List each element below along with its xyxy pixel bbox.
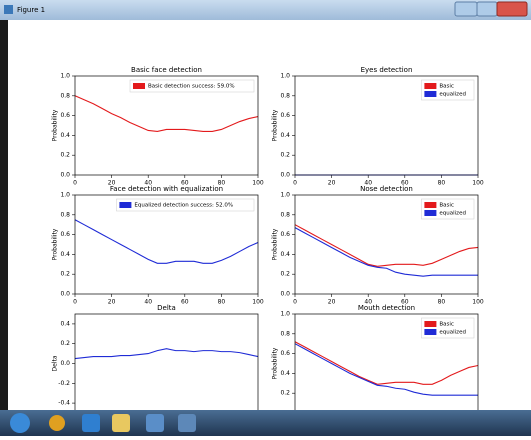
y-tick-label: 0.8	[280, 92, 290, 99]
taskbar-icon[interactable]	[146, 414, 164, 432]
x-tick-label: 100	[252, 299, 264, 306]
y-axis-label: Probability	[272, 347, 279, 379]
y-tick-label: 1.0	[280, 311, 290, 318]
legend-label: Equalized detection success: 52.0%	[134, 203, 233, 209]
y-tick-label: 0.2	[280, 390, 290, 397]
x-tick-label: 80	[438, 299, 446, 306]
chart-title: Mouth detection	[358, 304, 415, 312]
legend-swatch	[424, 321, 436, 327]
x-tick-label: 100	[252, 180, 264, 187]
maximize-button[interactable]	[477, 2, 497, 16]
taskbar	[0, 410, 531, 436]
close-button[interactable]	[497, 2, 527, 16]
x-tick-label: 0	[293, 299, 297, 306]
legend-label: Basic detection success: 59.0%	[148, 84, 235, 90]
y-tick-label: 0.6	[60, 231, 70, 238]
y-tick-label: 0.0	[280, 172, 290, 179]
taskbar-icon[interactable]	[112, 414, 130, 432]
chart-title: Nose detection	[360, 185, 413, 193]
chart-title: Delta	[157, 304, 176, 312]
y-tick-label: 0.4	[60, 132, 70, 139]
y-axis-label: Probability	[272, 109, 279, 141]
x-tick-label: 20	[328, 180, 336, 187]
x-tick-label: 0	[73, 299, 77, 306]
y-tick-label: 0.4	[280, 251, 290, 258]
y-tick-label: -0.2	[58, 380, 70, 387]
legend-label: Basic	[439, 84, 454, 90]
x-tick-label: 80	[218, 299, 226, 306]
y-axis-label: Probability	[52, 228, 59, 260]
y-tick-label: 0.0	[60, 360, 70, 367]
x-tick-label: 100	[472, 180, 484, 187]
legend-label: equalized	[439, 330, 466, 336]
chart-title: Eyes detection	[361, 66, 413, 74]
x-tick-label: 80	[438, 180, 446, 187]
legend-label: Basic	[439, 322, 454, 328]
minimize-button[interactable]	[455, 2, 477, 16]
window-title: Figure 1	[17, 6, 45, 14]
title-bar	[0, 0, 531, 20]
x-tick-label: 0	[293, 180, 297, 187]
x-tick-label: 20	[108, 299, 116, 306]
y-tick-label: 0.8	[60, 92, 70, 99]
taskbar-icon[interactable]	[49, 415, 65, 431]
legend-swatch	[424, 202, 436, 208]
y-axis-label: Probability	[52, 109, 59, 141]
taskbar-icon[interactable]	[178, 414, 196, 432]
y-tick-label: 0.6	[280, 231, 290, 238]
window-edge	[0, 0, 8, 436]
y-tick-label: -0.4	[58, 400, 70, 407]
start-button[interactable]	[10, 413, 30, 433]
y-tick-label: 0.8	[280, 330, 290, 337]
legend-swatch	[133, 83, 145, 89]
x-tick-label: 60	[181, 299, 189, 306]
legend-swatch	[424, 83, 436, 89]
legend-swatch	[424, 329, 436, 335]
y-tick-label: 0.8	[60, 211, 70, 218]
x-tick-label: 100	[472, 299, 484, 306]
x-tick-label: 0	[73, 180, 77, 187]
y-tick-label: 1.0	[280, 73, 290, 80]
y-tick-label: 0.6	[280, 350, 290, 357]
y-tick-label: 0.8	[280, 211, 290, 218]
y-tick-label: 0.2	[280, 271, 290, 278]
y-tick-label: 0.2	[60, 271, 70, 278]
x-tick-label: 40	[144, 299, 152, 306]
y-tick-label: 0.2	[60, 340, 70, 347]
y-tick-label: 1.0	[60, 192, 70, 199]
y-tick-label: 0.4	[60, 320, 70, 327]
y-tick-label: 0.0	[280, 291, 290, 298]
y-tick-label: 0.4	[280, 370, 290, 377]
y-axis-label: Probability	[272, 228, 279, 260]
y-tick-label: 0.6	[280, 112, 290, 119]
y-tick-label: 0.4	[280, 132, 290, 139]
y-axis-label: Delta	[52, 355, 59, 371]
y-tick-label: 1.0	[280, 192, 290, 199]
legend-swatch	[424, 91, 436, 97]
y-tick-label: 0.6	[60, 112, 70, 119]
y-tick-label: 0.0	[60, 291, 70, 298]
legend-label: equalized	[439, 92, 466, 98]
y-tick-label: 0.2	[280, 152, 290, 159]
legend-swatch	[119, 202, 131, 208]
chart-title: Basic face detection	[131, 66, 202, 74]
y-tick-label: 1.0	[60, 73, 70, 80]
window-icon	[4, 5, 13, 14]
legend-label: equalized	[439, 211, 466, 217]
x-tick-label: 20	[328, 299, 336, 306]
taskbar-icon[interactable]	[82, 414, 100, 432]
y-tick-label: 0.4	[60, 251, 70, 258]
screen: Figure 1 Basic face detection Probability…	[0, 0, 531, 436]
chart-title: Face detection with equalization	[110, 185, 223, 193]
y-tick-label: 0.2	[60, 152, 70, 159]
legend-label: Basic	[439, 203, 454, 209]
legend-swatch	[424, 210, 436, 216]
y-tick-label: 0.0	[60, 172, 70, 179]
